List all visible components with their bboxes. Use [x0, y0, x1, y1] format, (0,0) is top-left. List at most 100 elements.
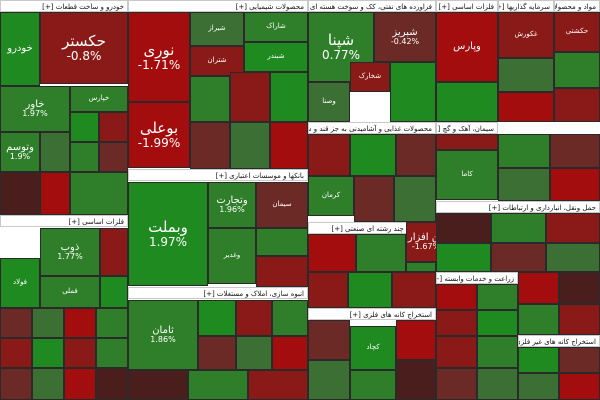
stock-tile[interactable] — [518, 373, 559, 400]
stock-tile[interactable] — [188, 370, 248, 400]
stock-tile[interactable]: بوعلی -1.99% — [128, 102, 190, 168]
stock-tile[interactable] — [236, 336, 272, 370]
stock-tile[interactable] — [96, 308, 128, 338]
stock-tile[interactable]: خاور 1.97% — [0, 86, 70, 132]
stock-tile[interactable] — [308, 320, 350, 360]
sector-header[interactable]: خودرو و ساخت قطعات [+] — [0, 0, 128, 12]
stock-tile[interactable]: شیراز — [190, 12, 244, 46]
stock-tile[interactable] — [308, 134, 350, 176]
sector-header[interactable]: زراعت و خدمات وابسته [+] — [436, 272, 518, 284]
stock-tile[interactable] — [477, 284, 518, 310]
stock-tile[interactable] — [350, 370, 396, 400]
stock-tile[interactable] — [0, 338, 32, 368]
stock-tile[interactable] — [518, 304, 559, 335]
stock-tile[interactable] — [99, 142, 128, 172]
stock-tile[interactable] — [256, 256, 308, 287]
stock-tile[interactable] — [0, 368, 32, 400]
stock-tile[interactable] — [518, 272, 559, 304]
stock-tile[interactable]: شبندر — [244, 42, 308, 72]
stock-tile[interactable] — [0, 172, 40, 215]
stock-tile[interactable]: نوری -1.71% — [128, 12, 190, 102]
stock-tile[interactable] — [272, 300, 308, 336]
stock-tile[interactable] — [248, 370, 308, 400]
stock-tile[interactable] — [356, 234, 406, 272]
stock-tile[interactable] — [436, 336, 477, 368]
stock-tile[interactable]: شبریز -0.42% — [374, 12, 436, 62]
stock-tile[interactable] — [70, 142, 99, 172]
stock-tile[interactable] — [64, 338, 96, 368]
stock-tile[interactable] — [308, 272, 348, 308]
stock-tile[interactable]: ذوب 1.77% — [40, 228, 100, 276]
stock-tile[interactable] — [498, 134, 550, 168]
stock-tile[interactable] — [270, 72, 308, 122]
stock-tile[interactable] — [394, 176, 436, 222]
stock-tile[interactable] — [350, 134, 396, 176]
stock-tile[interactable]: ثامان 1.86% — [128, 300, 198, 370]
stock-tile[interactable] — [436, 284, 477, 310]
stock-tile[interactable] — [354, 176, 394, 222]
stock-tile[interactable] — [128, 370, 188, 400]
stock-tile[interactable]: شاراک — [244, 12, 308, 42]
sector-header[interactable]: سیمان، آهک و گچ [+] — [436, 122, 498, 134]
stock-tile[interactable] — [477, 310, 518, 336]
stock-tile[interactable] — [491, 213, 546, 243]
stock-tile[interactable] — [406, 262, 436, 272]
stock-tile[interactable] — [308, 360, 350, 400]
stock-tile[interactable] — [70, 112, 99, 142]
stock-tile[interactable] — [396, 134, 436, 176]
stock-tile[interactable] — [32, 368, 64, 400]
stock-tile[interactable] — [230, 122, 270, 169]
stock-tile[interactable]: کاما — [436, 150, 498, 200]
stock-tile[interactable]: خودرو — [0, 12, 40, 86]
stock-tile[interactable] — [546, 243, 600, 272]
stock-tile[interactable] — [477, 336, 518, 368]
stock-tile[interactable] — [559, 304, 600, 335]
stock-tile[interactable] — [270, 122, 308, 169]
stock-tile[interactable] — [198, 336, 236, 370]
stock-tile[interactable] — [40, 172, 70, 215]
stock-tile[interactable]: وصنا — [308, 82, 350, 122]
stock-tile[interactable] — [0, 308, 32, 338]
stock-tile[interactable] — [96, 368, 128, 400]
stock-tile[interactable] — [64, 368, 96, 400]
stock-tile[interactable] — [436, 368, 477, 400]
sector-header[interactable]: مواد و محصولات دارویی [+] — [554, 0, 600, 12]
sector-header[interactable]: حمل ونقل، انبارداری و ارتباطات [+] — [436, 201, 600, 213]
stock-tile[interactable]: فملی — [40, 276, 100, 308]
stock-tile[interactable] — [491, 243, 546, 272]
stock-tile[interactable] — [100, 228, 128, 276]
stock-tile[interactable] — [70, 172, 128, 215]
sector-header[interactable]: انبوه سازی، املاک و مستغلات [+] — [128, 287, 308, 299]
stock-tile[interactable]: حکشتی — [554, 12, 600, 52]
sector-header[interactable]: استخراج کانه های فلزی [+] — [308, 308, 436, 320]
stock-tile[interactable] — [198, 300, 236, 336]
stock-tile[interactable] — [436, 310, 477, 336]
stock-tile[interactable] — [436, 243, 491, 272]
stock-tile[interactable] — [100, 276, 128, 308]
stock-tile[interactable] — [348, 272, 392, 308]
stock-tile[interactable]: حکستر -0.8% — [40, 12, 128, 84]
sector-header[interactable]: فلزات اساسی [+] — [436, 0, 498, 12]
sector-header[interactable]: بانکها و موسسات اعتباری [+] — [128, 169, 308, 181]
stock-tile[interactable] — [546, 213, 600, 243]
stock-tile[interactable] — [392, 272, 436, 308]
stock-tile[interactable] — [190, 122, 230, 169]
stock-tile[interactable] — [559, 347, 600, 373]
stock-tile[interactable] — [498, 168, 550, 201]
sector-header[interactable]: محصولات غذایی و آشامیدنی به جز قند و شکر… — [308, 122, 436, 134]
stock-tile[interactable] — [498, 92, 554, 122]
stock-tile[interactable] — [550, 134, 600, 168]
sector-header[interactable]: استخراج کانه های غیر فلزی [+] — [518, 335, 600, 347]
stock-tile[interactable]: شتران — [190, 46, 244, 76]
stock-tile[interactable] — [32, 338, 64, 368]
sector-header[interactable]: فلزات اساسی [+] — [0, 215, 128, 227]
stock-tile[interactable] — [559, 272, 600, 304]
stock-tile[interactable] — [518, 347, 559, 373]
stock-tile[interactable] — [308, 234, 356, 272]
sector-header[interactable]: سرمایه گذاریها [+] — [498, 0, 554, 12]
stock-tile[interactable]: وغدیر — [208, 228, 256, 284]
sector-header[interactable]: محصولات شیمیایی [+] — [128, 0, 308, 12]
stock-tile[interactable]: کرمان — [308, 176, 354, 216]
stock-tile[interactable] — [256, 228, 308, 256]
stock-tile[interactable] — [436, 213, 491, 243]
